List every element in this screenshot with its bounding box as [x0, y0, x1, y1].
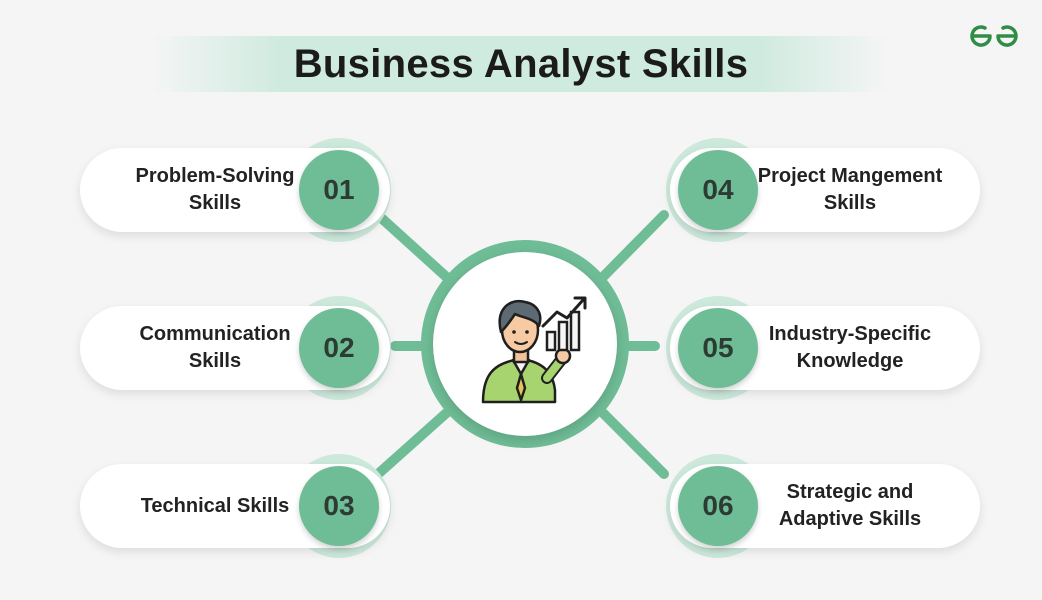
skill-04-line-1: Project Mangement — [757, 165, 943, 187]
skill-label-05: Industry-Specific Knowledge — [755, 306, 945, 390]
skill-02-line-1: Communication — [139, 323, 291, 345]
skill-number-04: 04 — [678, 150, 758, 230]
connector-03 — [373, 403, 457, 479]
geeksforgeeks-logo-icon — [970, 25, 1018, 47]
skill-label-04: Project Mangement Skills — [755, 148, 945, 232]
business-analyst-chart-icon — [481, 296, 587, 404]
skill-04-line-2: Skills — [823, 192, 877, 214]
skill-label-06: Strategic and Adaptive Skills — [755, 464, 945, 548]
skill-label-01: Problem-Solving Skills — [120, 148, 310, 232]
skill-06-line-2: Adaptive Skills — [778, 508, 922, 530]
connector-06 — [593, 403, 669, 479]
skill-01-line-2: Skills — [188, 192, 242, 214]
connector-01 — [373, 210, 457, 287]
skill-05-line-1: Industry-Specific — [768, 323, 932, 345]
skill-number-02: 02 — [299, 308, 379, 388]
skill-number-01: 01 — [299, 150, 379, 230]
skill-06-line-1: Strategic and — [786, 481, 914, 503]
skill-label-02: Communication Skills — [120, 306, 310, 390]
page-title: Business Analyst Skills — [293, 42, 749, 86]
skill-03-line-1: Technical Skills — [140, 494, 290, 517]
connector-04 — [593, 210, 669, 287]
skill-number-06: 06 — [678, 466, 758, 546]
title-band — [150, 36, 890, 92]
skill-label-03: Technical Skills — [120, 464, 310, 548]
skill-01-line-1: Problem-Solving — [135, 165, 295, 187]
skill-number-03: 03 — [299, 466, 379, 546]
skill-05-line-2: Knowledge — [796, 350, 904, 372]
skill-number-05: 05 — [678, 308, 758, 388]
skill-02-line-2: Skills — [188, 350, 242, 372]
